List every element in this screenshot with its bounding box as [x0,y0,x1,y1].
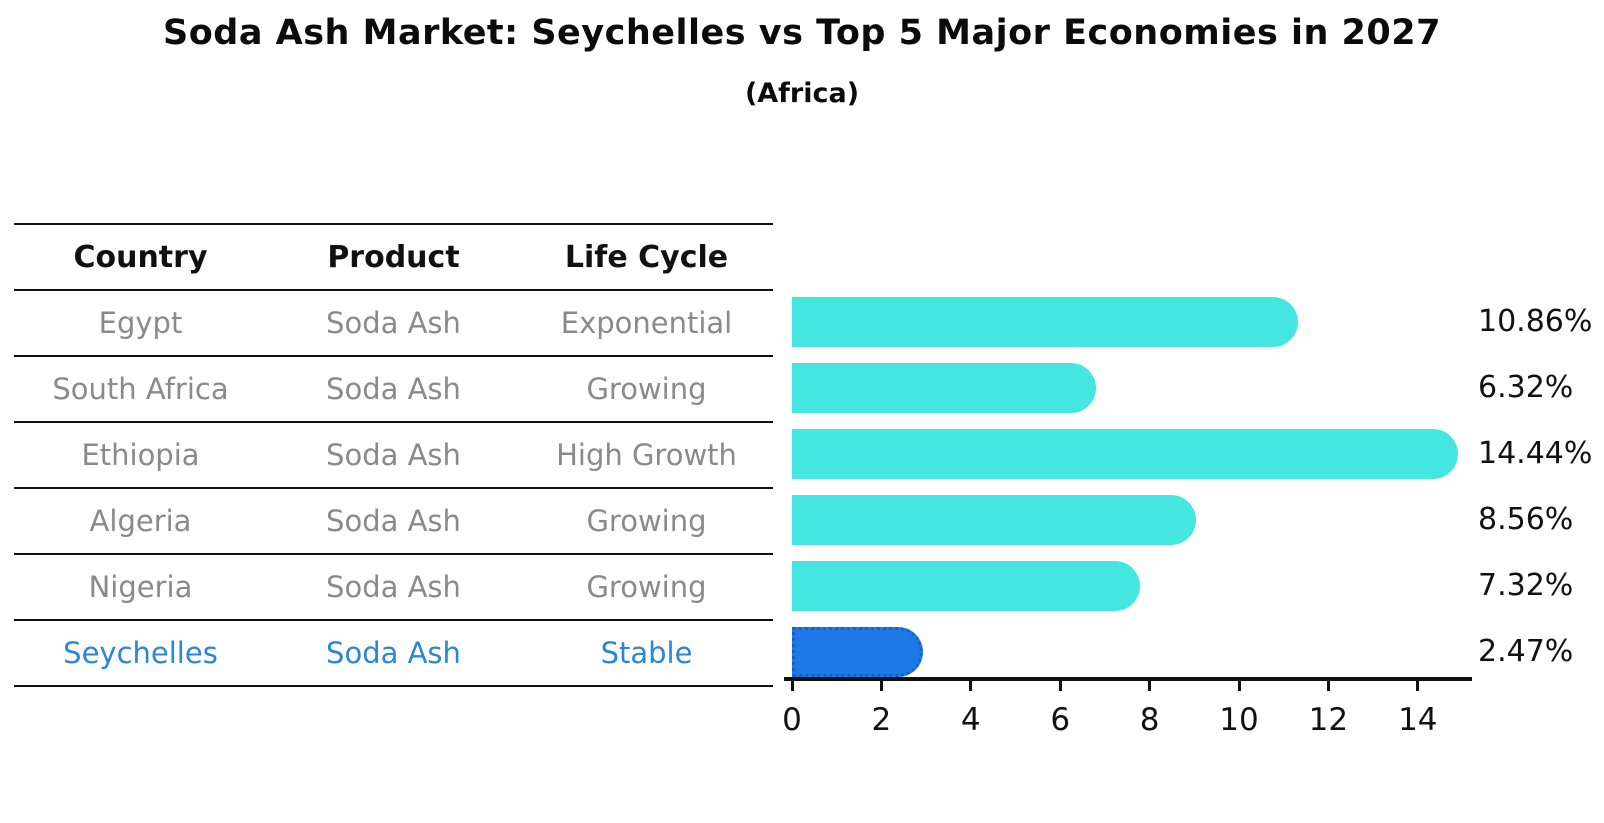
cell-life-cycle: High Growth [556,438,737,472]
cell-product: Soda Ash [326,636,461,670]
x-tick [1058,681,1062,691]
bar-south-africa [792,363,1096,413]
value-label-south-africa: 6.32% [1478,370,1574,405]
cell-product: Soda Ash [326,372,461,406]
table-row-south-africa: South Africa Soda Ash Growing [14,357,773,423]
table-row-nigeria: Nigeria Soda Ash Growing [14,555,773,621]
x-tick [1416,681,1420,691]
bar-egypt [792,297,1298,347]
x-tick [1237,681,1241,691]
bar-nigeria [792,561,1140,611]
x-tick-label: 0 [782,702,802,738]
x-tick [879,681,883,691]
x-tick-label: 8 [1139,702,1160,738]
table-row-seychelles: Seychelles Soda Ash Stable [14,621,773,687]
value-label-ethiopia: 14.44% [1478,436,1593,471]
value-label-nigeria: 7.32% [1478,568,1574,603]
cell-product: Soda Ash [326,570,461,604]
value-label-algeria: 8.56% [1478,502,1574,537]
table-row-ethiopia: Ethiopia Soda Ash High Growth [14,423,773,489]
value-label-egypt: 10.86% [1478,304,1593,339]
x-axis-line [784,677,1472,681]
cell-country: Egypt [98,306,183,340]
cell-country: Seychelles [63,636,218,670]
cell-product: Soda Ash [326,438,461,472]
cell-country: South Africa [52,372,229,406]
column-header-product: Product [327,239,460,275]
cell-country: Ethiopia [81,438,200,472]
cell-product: Soda Ash [326,306,461,340]
cell-country: Nigeria [88,570,193,604]
table-row-algeria: Algeria Soda Ash Growing [14,489,773,555]
x-tick-label: 4 [960,702,981,738]
x-tick [1148,681,1152,691]
cell-life-cycle: Growing [586,372,707,406]
cell-product: Soda Ash [326,504,461,538]
x-tick-label: 14 [1398,702,1438,738]
column-header-life-cycle: Life Cycle [564,239,729,275]
x-tick [790,681,794,691]
value-label-seychelles: 2.47% [1478,634,1574,669]
bar-ethiopia [792,429,1458,479]
x-tick [969,681,973,691]
bar-algeria [792,495,1196,545]
comparison-table: Country Product Life Cycle Egypt Soda As… [14,223,773,687]
column-header-country: Country [73,239,208,275]
cell-life-cycle: Stable [600,636,693,670]
table-row-egypt: Egypt Soda Ash Exponential [14,291,773,357]
bar-seychelles [792,627,923,677]
x-tick-label: 10 [1219,702,1259,738]
x-tick-label: 12 [1308,702,1349,738]
x-tick-label: 6 [1050,702,1071,738]
table-header-row: Country Product Life Cycle [14,225,773,291]
x-tick [1326,681,1330,691]
cell-life-cycle: Growing [586,504,707,538]
x-tick-label: 2 [871,702,892,738]
chart-title: Soda Ash Market: Seychelles vs Top 5 Maj… [163,13,1441,53]
chart-subtitle: (Africa) [744,78,860,109]
cell-country: Algeria [89,504,192,538]
cell-life-cycle: Exponential [560,306,733,340]
cell-life-cycle: Growing [586,570,707,604]
